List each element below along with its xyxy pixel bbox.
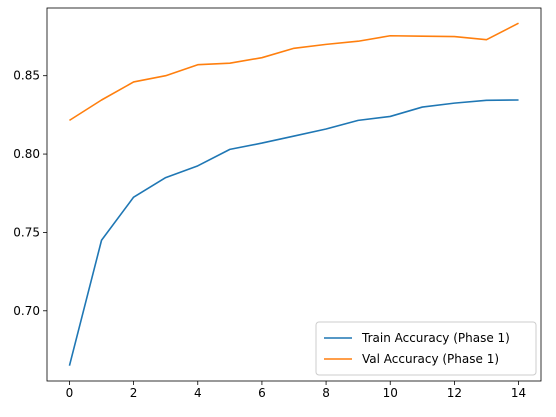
x-tick-label: 14 bbox=[511, 386, 526, 400]
legend-label: Val Accuracy (Phase 1) bbox=[362, 352, 499, 366]
x-tick-label: 10 bbox=[383, 386, 398, 400]
x-tick-label: 8 bbox=[322, 386, 330, 400]
y-tick-label: 0.85 bbox=[13, 69, 40, 83]
legend-box bbox=[316, 322, 536, 375]
x-tick-label: 0 bbox=[66, 386, 74, 400]
y-tick-label: 0.80 bbox=[13, 147, 40, 161]
legend: Train Accuracy (Phase 1) Val Accuracy (Ph… bbox=[316, 322, 536, 375]
y-tick-label: 0.70 bbox=[13, 304, 40, 318]
x-tick-label: 4 bbox=[194, 386, 202, 400]
x-tick-label: 2 bbox=[130, 386, 138, 400]
x-tick-label: 12 bbox=[447, 386, 462, 400]
y-tick-label: 0.75 bbox=[13, 225, 40, 239]
x-tick-label: 6 bbox=[258, 386, 266, 400]
legend-label: Train Accuracy (Phase 1) bbox=[361, 331, 510, 345]
